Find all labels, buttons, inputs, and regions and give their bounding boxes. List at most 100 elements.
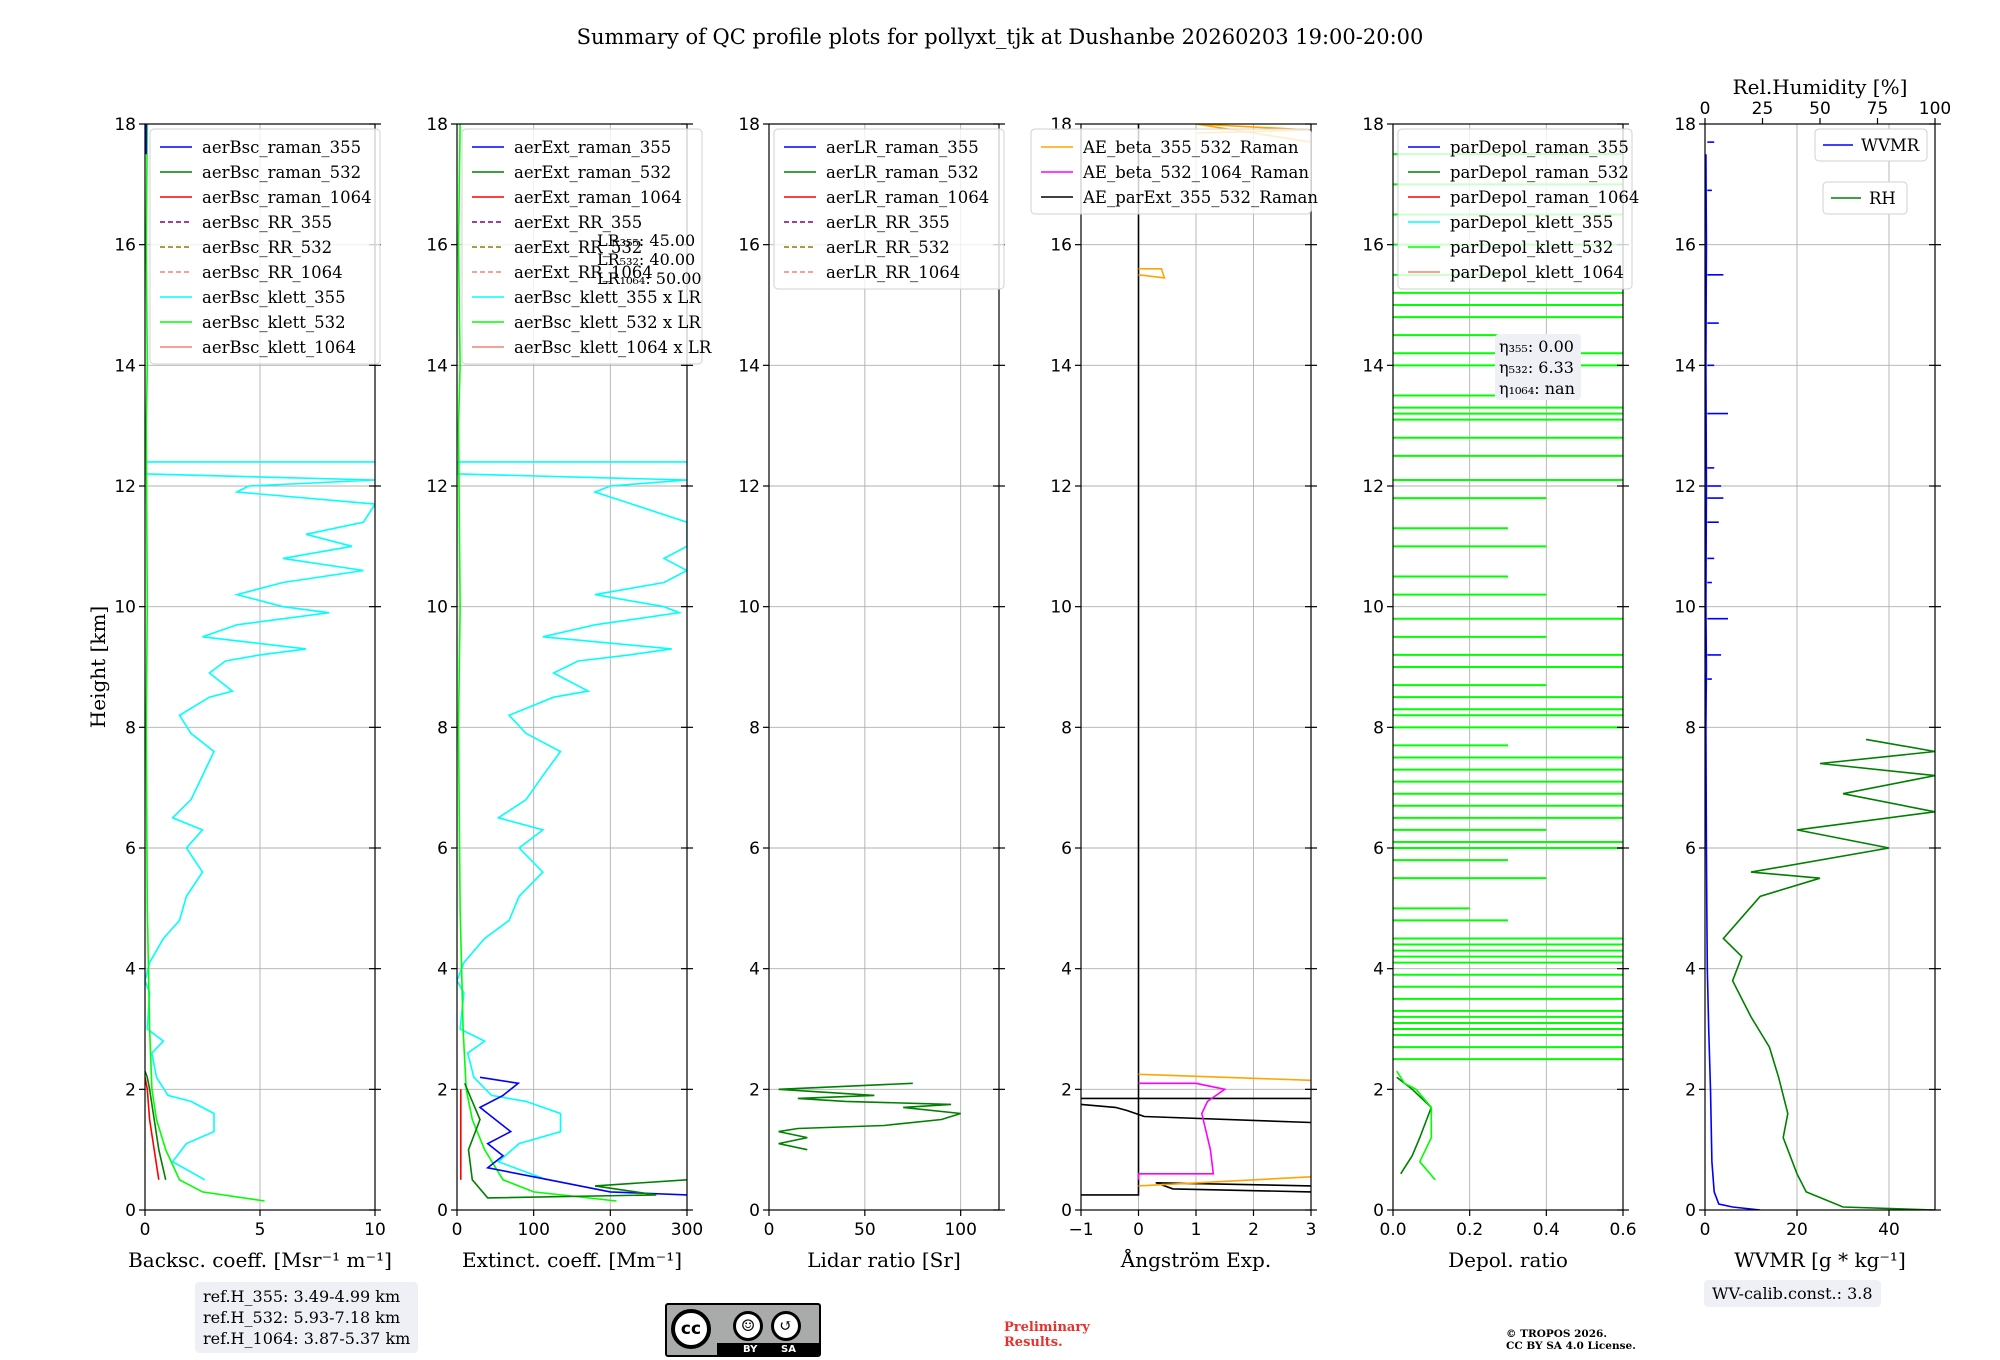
series-line	[1138, 1073, 1311, 1082]
series-group	[778, 1082, 961, 1151]
panel-extinction: 0 2 4 6 8 10 12 14 16 18 0 100 200 300 Extinct. coeff.…	[426, 115, 712, 1272]
lidar-ratio-annotation: LR₅₃₂: 40.00	[597, 250, 695, 269]
x-tick-label: 300	[671, 1220, 703, 1240]
series-line	[1396, 1070, 1436, 1181]
x-axis-label: Ångström Exp.	[1120, 1247, 1271, 1272]
y-tick-label: 0	[437, 1201, 448, 1221]
reference-height-box: ref.H_355: 3.49-4.99 km ref.H_532: 5.93-…	[195, 1282, 419, 1353]
series-line	[145, 1070, 167, 1180]
y-tick-label: 2	[437, 1080, 448, 1100]
x-tick-label: −1	[1068, 1220, 1093, 1240]
y-tick-label: 16	[1674, 236, 1696, 256]
y-tick-label: 14	[1050, 356, 1072, 376]
y-tick-label: 8	[1061, 718, 1072, 738]
legend-label: RH	[1869, 189, 1896, 208]
axes-frame	[456, 123, 688, 1211]
legend-box	[149, 128, 381, 365]
legend-label: aerBsc_RR_532	[202, 238, 332, 257]
eta-annotation: η₁₀₆₄: nan	[1499, 379, 1575, 398]
legend-label: parDepol_klett_1064	[1450, 263, 1624, 282]
y-tick-label: 14	[114, 356, 136, 376]
y-tick-label: 0	[1685, 1201, 1696, 1221]
legend-extinction: aerExt_raman_355 aerExt_raman_532 aerExt_r…	[461, 128, 712, 365]
ref-line: ref.H_1064: 3.87-5.37 km	[203, 1329, 411, 1348]
legend-box	[1822, 181, 1908, 215]
x-tick-label: 40	[1878, 1220, 1900, 1240]
y-tick-label: 2	[125, 1080, 136, 1100]
y-tick-label: 8	[1685, 718, 1696, 738]
axes-frame	[1392, 123, 1624, 1211]
legend-label: aerLR_RR_532	[826, 238, 950, 257]
y-tick-label: 14	[738, 356, 760, 376]
legend-box	[1397, 128, 1633, 290]
legend-label: aerBsc_klett_1064	[202, 338, 356, 357]
legend-lidar_ratio: aerLR_raman_355 aerLR_raman_532 aerLR_rama…	[773, 128, 1005, 290]
top-tick-label: 50	[1809, 99, 1831, 119]
legend-label: aerExt_RR_355	[514, 213, 642, 232]
legend-wvmr: WVMR	[1814, 128, 1928, 162]
legend-depol: parDepol_raman_355 parDepol_raman_532 parD…	[1397, 128, 1639, 290]
series-group	[145, 124, 375, 1202]
legend-label: parDepol_klett_355	[1450, 213, 1613, 232]
eta-annotation: η₃₅₅: 0.00	[1499, 337, 1574, 356]
share-alike-icon: ↺	[771, 1311, 801, 1341]
x-axis-label: Extinct. coeff. [Mm⁻¹]	[462, 1248, 682, 1272]
series-line	[778, 1082, 961, 1151]
y-tick-label: 4	[1373, 960, 1384, 980]
figure-title: Summary of QC profile plots for pollyxt_…	[577, 25, 1424, 49]
y-tick-label: 2	[1685, 1080, 1696, 1100]
x-tick-label: 0	[140, 1220, 151, 1240]
top-tick-label: 75	[1867, 99, 1889, 119]
x-tick-label: 0	[1700, 1220, 1711, 1240]
top-tick-label: 100	[1919, 99, 1951, 119]
x-tick-label: 0.4	[1533, 1220, 1560, 1240]
legend-angstrom: AE_beta_355_532_Raman AE_beta_532_1064_Ra…	[1030, 128, 1318, 215]
y-tick-label: 0	[1061, 1201, 1072, 1221]
top-axis-label: Rel.Humidity [%]	[1733, 75, 1908, 99]
preliminary-results-note: Preliminary Results.	[1004, 1320, 1090, 1350]
legend-label: aerBsc_RR_1064	[202, 263, 343, 282]
y-axis-label: Height [km]	[86, 606, 110, 728]
series-line	[1081, 1103, 1311, 1124]
legend-label: aerLR_raman_355	[826, 138, 979, 157]
series-line	[463, 1082, 687, 1199]
y-tick-label: 0	[749, 1201, 760, 1221]
y-tick-label: 0	[1373, 1201, 1384, 1221]
eta-annotation: η₅₃₂: 6.33	[1499, 358, 1574, 377]
axes-frame	[768, 123, 1000, 1211]
y-tick-label: 16	[1362, 236, 1384, 256]
legend-label: WVMR	[1861, 136, 1920, 155]
x-tick-label: 50	[854, 1220, 876, 1240]
cc-license-badge[interactable]: cc ☺ ↺ BY SA	[665, 1303, 821, 1357]
preliminary-line: Results.	[1004, 1335, 1063, 1350]
copyright-note: © TROPOS 2026. CC BY SA 4.0 License.	[1506, 1328, 1636, 1352]
ref-line: ref.H_355: 3.49-4.99 km	[203, 1287, 401, 1306]
series-group	[1081, 124, 1311, 1196]
y-tick-label: 4	[749, 960, 760, 980]
axes-frame	[1704, 123, 1936, 1211]
y-tick-label: 12	[738, 477, 760, 497]
legend-label: AE_beta_532_1064_Raman	[1082, 163, 1309, 182]
x-tick-label: 3	[1306, 1220, 1317, 1240]
y-tick-label: 8	[749, 718, 760, 738]
legend-label: aerExt_raman_1064	[514, 188, 682, 207]
legend-label: aerBsc_klett_532	[202, 313, 346, 332]
y-tick-label: 18	[1362, 115, 1384, 135]
y-tick-label: 4	[1061, 960, 1072, 980]
y-tick-label: 2	[1373, 1080, 1384, 1100]
y-tick-label: 18	[426, 115, 448, 135]
legend-label: parDepol_raman_532	[1450, 163, 1629, 182]
series-line	[1137, 1082, 1227, 1180]
x-axis-label: Backsc. coeff. [Msr⁻¹ m⁻¹]	[128, 1248, 392, 1272]
x-tick-label: 5	[255, 1220, 266, 1240]
y-tick-label: 14	[1674, 356, 1696, 376]
legend-label: aerBsc_RR_355	[202, 213, 332, 232]
legend-box	[1814, 128, 1928, 162]
y-tick-label: 12	[1674, 477, 1696, 497]
series-line	[145, 461, 375, 1181]
y-tick-label: 16	[1050, 236, 1072, 256]
legend-label: aerExt_raman_532	[514, 163, 671, 182]
x-tick-label: 100	[517, 1220, 549, 1240]
series-line	[457, 124, 617, 1202]
